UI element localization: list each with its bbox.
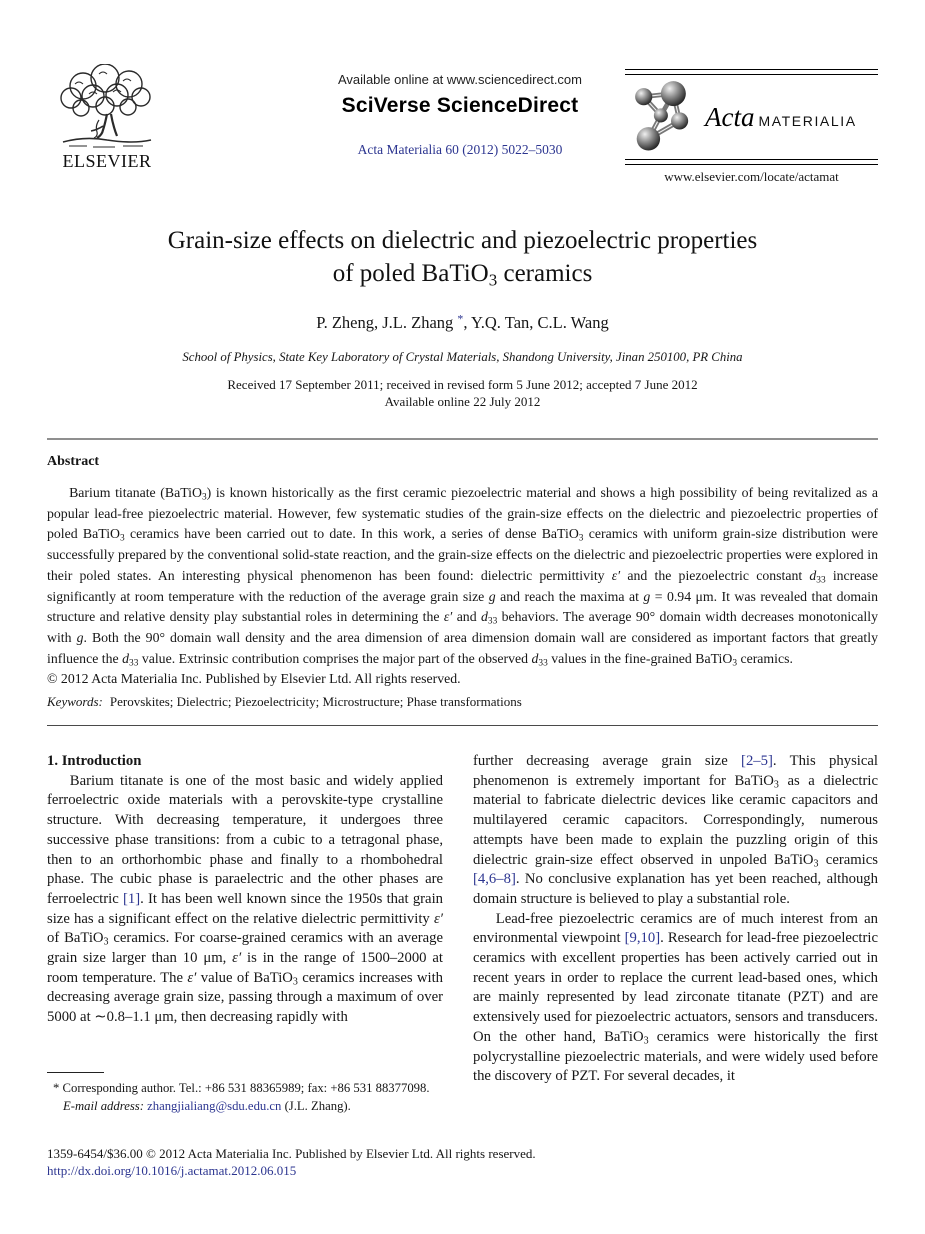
citation-link[interactable]: [4,6–8]	[473, 871, 516, 888]
available-online-text: Available online at www.sciencedirect.co…	[338, 72, 582, 87]
article-title-line1: Grain-size effects on dielectric and pie…	[167, 227, 758, 254]
acta-wordmark-italic: Acta	[705, 101, 755, 132]
corresponding-author-asterisk[interactable]: *	[457, 311, 464, 326]
section-heading-introduction: 1. Introduction	[47, 753, 142, 769]
citation-link[interactable]: [9,10]	[624, 930, 661, 947]
issn-copyright-line: 1359-6454/$36.00 © 2012 Acta Materialia …	[47, 1146, 536, 1161]
keywords-bottom-rule	[47, 725, 878, 726]
affiliation: School of Physics, State Key Laboratory …	[182, 350, 743, 364]
citation-link[interactable]: [1]	[122, 890, 141, 907]
citation-link[interactable]: [2–5]	[741, 753, 773, 769]
journal-citation-link[interactable]: Acta Materialia 60 (2012) 5022–5030	[357, 142, 563, 157]
elsevier-logo-block: ELSEVIER	[50, 64, 164, 172]
email-link[interactable]: zhangjialiang@sdu.edu.cn	[147, 1098, 282, 1113]
intro-paragraph-left: Barium titanate is one of the most basic…	[47, 772, 444, 1026]
masthead-bottom-rule	[625, 159, 878, 165]
acta-materialia-wordmark: Acta MATERIALIA	[705, 102, 857, 133]
keywords-line: Keywords: Perovskites; Dielectric; Piezoe…	[47, 694, 878, 710]
footnote-line1: * Corresponding author. Tel.: +86 531 88…	[53, 1081, 430, 1095]
intro-paragraph-right-2: Lead-free piezoelectric ceramics are of …	[473, 910, 879, 1085]
right-column: further decreasing average grain size [2…	[473, 752, 878, 1087]
keywords-label: Keywords:	[47, 694, 103, 709]
abstract-copyright: © 2012 Acta Materialia Inc. Published by…	[47, 671, 461, 687]
left-column: 1. Introduction Barium titanate is one o…	[47, 752, 443, 1087]
acta-materialia-masthead: Acta MATERIALIA	[625, 69, 878, 165]
footnote-line2: E-mail address: zhangjialiang@sdu.edu.cn…	[63, 1098, 351, 1113]
corresponding-author-footnote: * Corresponding author. Tel.: +86 531 88…	[47, 1072, 449, 1115]
abstract-body: Barium titanate (BaTiO3) is known histor…	[47, 483, 878, 690]
available-online-date: Available online 22 July 2012	[384, 394, 541, 409]
materialia-wordmark-caps: MATERIALIA	[758, 112, 857, 129]
received-dates: Received 17 September 2011; received in …	[227, 377, 698, 392]
molecule-cluster-icon	[635, 81, 689, 151]
elsevier-tree-icon	[60, 64, 152, 148]
elsevier-locate-link[interactable]: www.elsevier.com/locate/actamat	[664, 169, 839, 184]
abstract-heading: Abstract	[47, 454, 100, 469]
header-center: Available online at www.sciencedirect.co…	[195, 72, 725, 158]
keywords-text: Perovskites; Dielectric; Piezoelectricit…	[109, 694, 522, 709]
sciverse-sciencedirect-logo: SciVerse ScienceDirect	[341, 94, 579, 117]
article-title: Grain-size effects on dielectric and pie…	[47, 224, 878, 290]
abstract-top-rule	[47, 438, 878, 440]
doi-link[interactable]: http://dx.doi.org/10.1016/j.actamat.2012…	[47, 1163, 297, 1178]
author-list: P. Zheng, J.L. Zhang *, Y.Q. Tan, C.L. W…	[316, 311, 609, 332]
elsevier-wordmark: ELSEVIER	[62, 151, 152, 171]
masthead-top-rule	[625, 69, 878, 75]
footnote-separator	[47, 1072, 104, 1073]
intro-paragraph-right-1: further decreasing average grain size [2…	[473, 753, 879, 907]
abstract-paragraph: Barium titanate (BaTiO3) is known histor…	[47, 485, 879, 668]
body-columns: 1. Introduction Barium titanate is one o…	[47, 752, 878, 1087]
article-title-line2: of poled BaTiO3 ceramics	[332, 260, 593, 290]
